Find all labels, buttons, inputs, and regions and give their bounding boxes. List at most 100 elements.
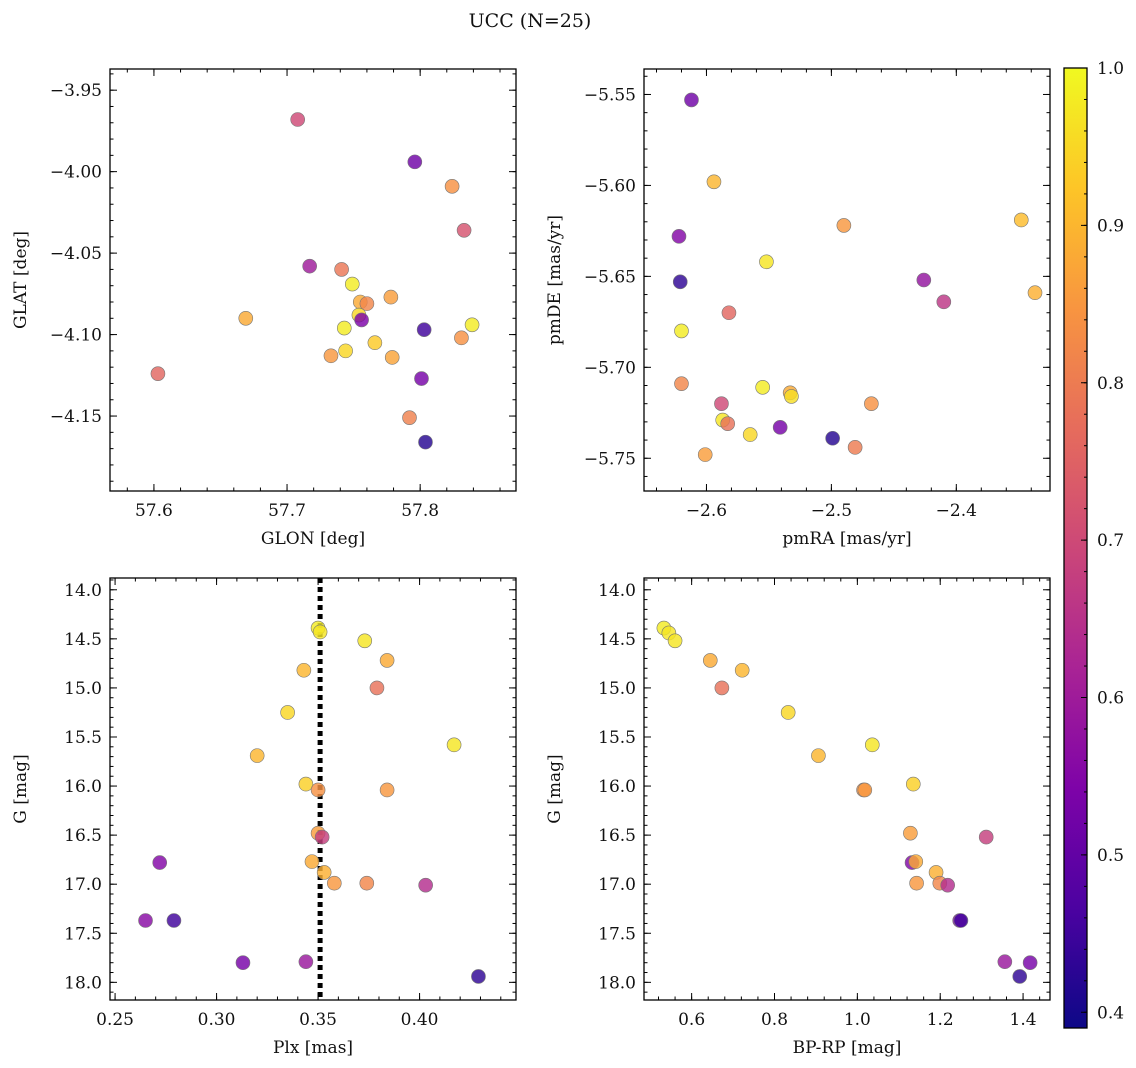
axes-frame-plx-g [109,577,517,1001]
data-point [344,276,360,292]
data-point [454,330,469,346]
data-point [940,877,955,893]
x-tick-label: 57.8 [401,501,439,521]
colorbar-frame [1063,67,1088,1029]
y-tick-label: −5.65 [584,267,636,287]
y-tick-label: −4.00 [50,163,102,183]
colorbar: 0.4 0.5 0.6 0.7 0.8 0.9 1.0 [1063,59,1124,1029]
panel-glon-glat: 57.6 57.7 57.8 −3.95 −4.00 −4.05 −4.10 −4.15 GLO… [11,68,517,549]
y-tick-label: 16.5 [598,826,636,846]
data-point [249,748,265,763]
data-point [384,350,400,365]
x-tick-label: 0.30 [198,1010,236,1030]
y-tick-label: −4.05 [50,244,102,264]
data-point [825,430,840,446]
data-point [811,748,826,763]
data-point [314,829,330,845]
y-tick-label: 14.0 [64,581,102,601]
data-point [706,174,722,190]
data-point [674,323,689,339]
data-point [280,705,295,720]
colorbar-tick-label: 0.6 [1097,689,1124,709]
y-tick-label: 16.5 [64,826,102,846]
data-point [238,310,254,326]
data-point [336,320,352,336]
data-point [323,348,339,364]
y-tick-label: 17.0 [598,875,636,895]
data-point [456,223,472,238]
y-tick-label: −5.55 [584,85,636,105]
x-tick-label: −2.5 [811,501,852,521]
x-tick-label: 0.40 [401,1010,439,1030]
y-tick-label: 18.0 [64,973,102,993]
data-point [290,112,305,127]
data-point [721,305,737,321]
colorbar-tick-label: 0.9 [1097,216,1124,236]
data-point [235,955,251,971]
data-point [857,782,873,798]
y-tick-label: 15.5 [64,728,102,748]
data-point [152,855,168,870]
y-tick-label: 16.0 [598,777,636,797]
y-axis-label: G [mag] [545,754,565,823]
x-tick-label: −2.6 [686,501,727,521]
colorbar-tick-label: 1.0 [1097,59,1124,79]
y-tick-label: −4.15 [50,407,102,427]
y-tick-label: −5.75 [584,449,636,469]
y-tick-label: 17.5 [64,924,102,944]
data-point [672,274,688,290]
data-point [1013,212,1029,228]
data-point [414,371,429,386]
data-point [302,258,317,274]
y-tick-label: −4.10 [50,326,102,346]
data-point [471,969,486,984]
y-axis-label: G [mag] [11,754,31,823]
data-point [150,366,166,381]
y-tick-label: 18.0 [598,973,636,993]
data-point [166,913,182,928]
x-tick-label: 1.2 [927,1010,954,1030]
x-tick-label: 1.4 [1010,1010,1037,1030]
data-point [674,376,689,391]
x-tick-label: 0.25 [96,1010,134,1030]
data-point [310,782,326,798]
y-tick-label: −5.60 [584,176,636,196]
data-point [138,913,153,928]
data-point [978,829,994,845]
data-point [407,154,423,170]
data-point [316,865,332,880]
data-point [784,389,799,404]
data-point [905,776,921,792]
data-point [714,680,730,696]
data-point [357,633,373,649]
y-axis-label: GLAT [deg] [11,231,31,329]
data-point [909,875,924,891]
data-point [296,662,312,678]
data-point [312,624,328,640]
data-point [697,447,713,462]
x-axis-label: BP-RP [mag] [793,1038,902,1058]
data-point [671,229,687,244]
data-point [464,317,480,333]
data-point [418,434,433,450]
y-axis-label: pmDE [mas/yr] [545,215,565,345]
data-point [936,294,952,310]
data-point [864,737,880,753]
x-axis-label: pmRA [mas/yr] [782,529,911,549]
x-tick-label: 0.6 [678,1010,705,1030]
data-point [780,705,796,720]
data-point [759,254,774,270]
y-tick-label: 15.0 [598,679,636,699]
x-axis-label: Plx [mas] [273,1038,353,1058]
x-tick-label: 57.6 [135,501,173,521]
data-point [416,322,432,337]
data-point [903,825,918,841]
data-point [864,396,879,411]
data-point [720,416,735,431]
data-point [367,335,383,351]
data-point [734,662,750,678]
data-point [997,954,1013,970]
data-point [836,218,852,233]
data-point [359,296,375,311]
y-tick-label: 16.0 [64,777,102,797]
